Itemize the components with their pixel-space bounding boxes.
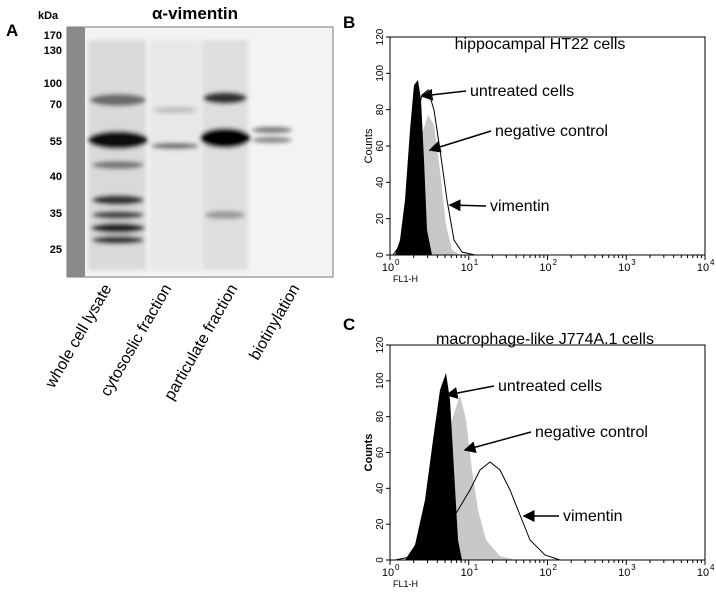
panel-label: A xyxy=(6,21,18,40)
histogram-b xyxy=(392,80,476,256)
x-tick-exponent: 4 xyxy=(710,563,715,572)
unit-label: kDa xyxy=(38,10,59,22)
x-tick-label: 10 xyxy=(697,262,709,274)
x-tick-exponent: 3 xyxy=(631,258,636,267)
lane-label: biotinylation xyxy=(246,282,303,364)
x-tick-label: 10 xyxy=(618,567,630,579)
x-tick-label: 10 xyxy=(461,567,473,579)
x-tick-exponent: 3 xyxy=(631,563,636,572)
y-tick-label: 60 xyxy=(375,447,386,459)
y-tick-label: 80 xyxy=(375,411,386,423)
annotation: vimentin xyxy=(563,508,623,525)
marker-label: 25 xyxy=(50,244,62,256)
y-tick-label: 100 xyxy=(375,372,386,389)
x-tick-label: 10 xyxy=(382,567,394,579)
y-tick-label: 20 xyxy=(375,213,386,225)
marker-label: 35 xyxy=(50,208,62,220)
annotation: untreated cells xyxy=(498,378,602,395)
x-tick-label: 10 xyxy=(382,262,394,274)
x-tick-label: 10 xyxy=(618,262,630,274)
x-tick-exponent: 0 xyxy=(395,258,400,267)
x-tick-exponent: 1 xyxy=(474,258,479,267)
x-tick-label: 10 xyxy=(539,262,551,274)
y-tick-label: 20 xyxy=(375,518,386,530)
y-tick-label: 0 xyxy=(375,252,386,258)
x-tick-label: 10 xyxy=(461,262,473,274)
annotation-arrow xyxy=(428,130,492,153)
y-axis-label: Counts xyxy=(363,128,375,163)
annotation-arrow xyxy=(420,88,467,101)
y-tick-label: 60 xyxy=(375,140,386,152)
annotation-arrow xyxy=(448,199,487,212)
annotation: untreated cells xyxy=(470,83,574,100)
x-tick-exponent: 1 xyxy=(474,563,479,572)
y-tick-label: 40 xyxy=(375,482,386,494)
marker-label: 130 xyxy=(44,45,62,57)
marker-label: 70 xyxy=(50,99,62,111)
y-tick-label: 40 xyxy=(375,176,386,188)
x-tick-exponent: 2 xyxy=(553,258,558,267)
annotation-arrow xyxy=(463,431,532,454)
marker-label: 170 xyxy=(44,30,62,42)
y-axis-label: Counts xyxy=(363,434,375,472)
marker-label: 100 xyxy=(44,78,62,90)
x-axis-label: FL1-H xyxy=(393,274,418,284)
x-tick-exponent: 4 xyxy=(710,258,715,267)
histogram-c xyxy=(394,373,561,561)
x-tick-label: 10 xyxy=(697,567,709,579)
y-tick-label: 80 xyxy=(375,104,386,116)
y-tick-label: 120 xyxy=(375,336,386,353)
annotation: negative control xyxy=(535,424,648,441)
western-blot xyxy=(66,26,334,278)
x-axis-label: FL1-H xyxy=(393,579,418,589)
marker-label: 55 xyxy=(50,136,62,148)
annotation: negative control xyxy=(495,123,608,140)
panel-label: B xyxy=(343,13,355,32)
y-tick-label: 120 xyxy=(375,28,386,45)
marker-label: 40 xyxy=(50,171,62,183)
annotation: vimentin xyxy=(490,198,550,215)
blot-title: α-vimentin xyxy=(152,4,238,23)
x-tick-exponent: 2 xyxy=(553,563,558,572)
panel-label: C xyxy=(343,315,355,334)
plot-title: hippocampal HT22 cells xyxy=(455,36,626,53)
lane-label: whole cell lysate xyxy=(42,281,116,391)
plot-title: macrophage-like J774A.1 cells xyxy=(436,331,654,348)
x-tick-exponent: 0 xyxy=(395,563,400,572)
x-tick-label: 10 xyxy=(539,567,551,579)
annotation-arrow xyxy=(445,385,495,399)
lane-label: particulate fraction xyxy=(161,282,241,404)
y-tick-label: 100 xyxy=(375,65,386,82)
y-tick-label: 0 xyxy=(375,557,386,563)
